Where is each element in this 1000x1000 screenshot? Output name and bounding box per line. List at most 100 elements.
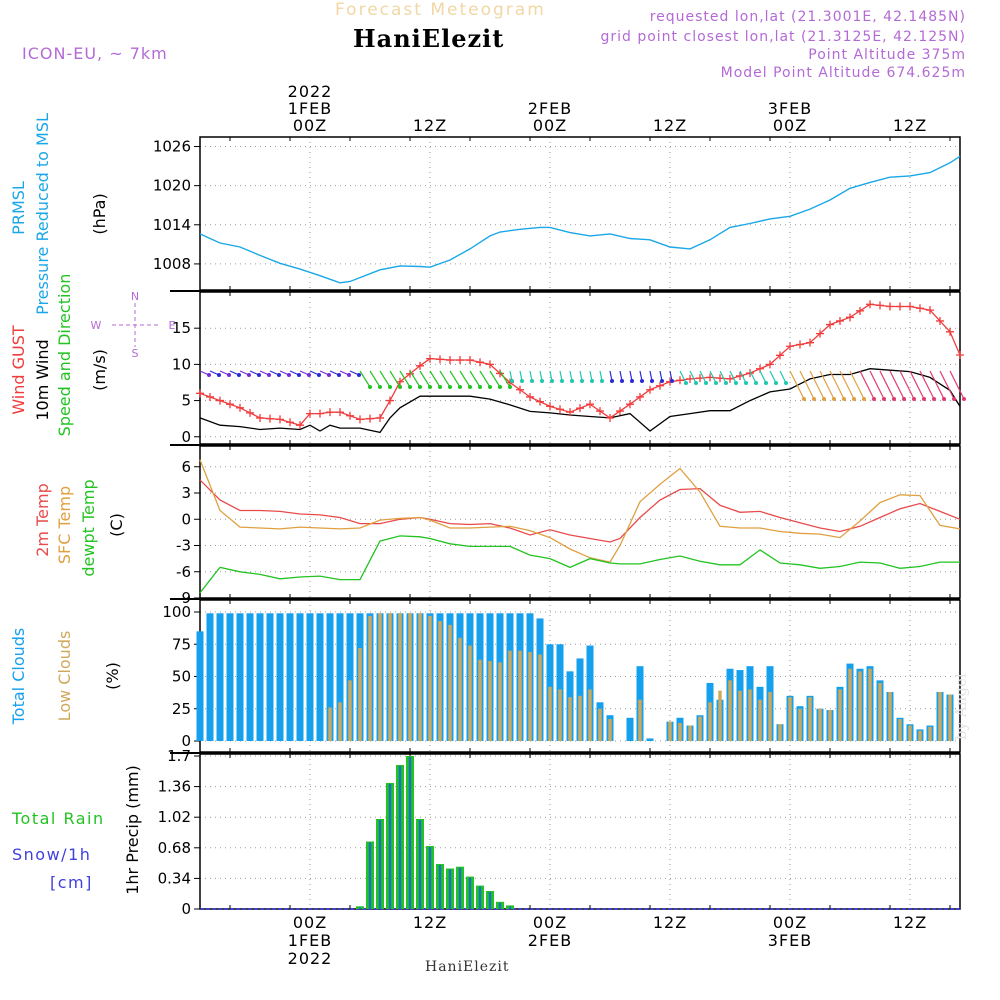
wind-speed-line — [199, 368, 961, 434]
low-cloud-bar — [418, 613, 422, 741]
wind-arrow-head — [510, 379, 514, 383]
wind-arrow-head — [357, 373, 361, 377]
low-cloud-bar — [848, 668, 852, 741]
low-cloud-bar — [518, 650, 522, 741]
temp-unit: (C) — [107, 513, 126, 537]
wind-arrow-head — [398, 385, 402, 389]
snow-label: Snow/1h — [12, 845, 91, 864]
wind-arrow-head — [942, 397, 946, 401]
wind-gust-label: Wind GUST — [9, 325, 28, 415]
low-cloud-bar — [748, 689, 752, 741]
wind-arrow-head — [852, 397, 856, 401]
temp-dewpt-line — [199, 535, 960, 594]
wind-arrow — [919, 370, 935, 400]
wind-arrow-head — [307, 373, 311, 377]
wind-arrow — [799, 370, 815, 400]
total-cloud-bar — [206, 613, 214, 741]
gust-marker — [566, 408, 574, 417]
wind-arrow — [379, 370, 391, 388]
wind-arrow-head — [902, 397, 906, 401]
bottom-time-label: 00Z — [773, 913, 807, 932]
compass-s: S — [132, 347, 139, 360]
total-cloud-bar — [256, 613, 264, 741]
low-cloud-bar — [868, 668, 872, 741]
gust-marker — [426, 354, 434, 363]
temp-sfc-line — [199, 459, 961, 563]
gust-marker — [336, 408, 344, 417]
wind-arrow-head — [862, 397, 866, 401]
bottom-time-label: 12Z — [653, 913, 687, 932]
wind-arrow-head — [922, 397, 926, 401]
low-clouds-label: Low Clouds — [55, 631, 74, 722]
total-cloud-bar — [336, 613, 344, 741]
gust-marker — [536, 397, 544, 406]
low-cloud-bar — [698, 716, 702, 741]
gust-marker — [646, 385, 654, 394]
wind-arrow — [369, 370, 381, 388]
footer-location: HaniElezit — [425, 959, 510, 975]
gust-marker — [746, 369, 754, 378]
gust-marker — [586, 400, 594, 409]
gust-marker — [346, 411, 354, 420]
total-cloud-bar — [646, 738, 654, 741]
wind-arrow-head — [784, 381, 788, 385]
wind-arrow — [449, 370, 461, 388]
top-time-label: 2FEB — [528, 99, 572, 118]
total-rain-label: Total Rain — [11, 809, 105, 828]
gust-marker — [456, 356, 464, 365]
wind-arrow — [729, 370, 737, 384]
y-tick-label: 50 — [172, 668, 191, 686]
gust-marker — [316, 409, 324, 418]
gust-marker — [436, 355, 444, 364]
low-cloud-bar — [668, 721, 672, 741]
wind-arrow-head — [764, 381, 768, 385]
wind-arrow-head — [347, 373, 351, 377]
total-cloud-bar — [276, 613, 284, 741]
wind-arrow — [679, 370, 687, 384]
wind-arrow-head — [337, 373, 341, 377]
panel-frame — [199, 753, 961, 910]
wind-arrow — [359, 370, 371, 388]
wind-arrow — [809, 370, 825, 400]
low-cloud-bar — [548, 686, 552, 741]
total-cloud-bar — [236, 613, 244, 741]
wind-arrow-head — [822, 397, 826, 401]
bottom-time-label: 00Z — [293, 913, 327, 932]
top-time-label: 12Z — [893, 116, 927, 135]
gust-marker — [616, 407, 624, 416]
gust-marker — [896, 302, 904, 311]
wind-arrow — [699, 370, 707, 384]
gust-marker — [516, 385, 524, 394]
low-cloud-bar — [738, 690, 742, 741]
wind-arrow — [899, 370, 915, 400]
wind-arrow-head — [468, 385, 472, 389]
wind-arrow — [829, 370, 845, 400]
wind-speed-dir-label: Speed and Direction — [55, 274, 74, 437]
gust-marker — [486, 360, 494, 369]
low-cloud-bar — [688, 725, 692, 741]
low-cloud-bar — [638, 699, 642, 741]
compass-e: E — [169, 319, 176, 332]
wind-arrow — [409, 370, 421, 388]
y-tick-label: 25 — [172, 700, 191, 718]
y-tick-label: 1020 — [153, 177, 191, 195]
gust-marker — [956, 350, 964, 359]
low-cloud-bar — [788, 697, 792, 741]
rain-bar-inner — [498, 902, 502, 909]
wind-arrow-head — [550, 379, 554, 383]
wind-arrow-head — [217, 373, 221, 377]
low-cloud-bar — [508, 650, 512, 741]
low-cloud-bar — [938, 691, 942, 741]
wind-arrow-head — [530, 379, 534, 383]
wind-arrow-head — [498, 385, 502, 389]
wind-arrow-head — [670, 379, 674, 383]
pressure-label-long: Pressure Reduced to MSL — [33, 113, 52, 315]
low-cloud-bar — [768, 691, 772, 741]
wind-arrow-head — [660, 379, 664, 383]
gust-marker — [276, 415, 284, 424]
gust-marker — [796, 340, 804, 349]
wind-arrow-head — [520, 379, 524, 383]
low-cloud-bar — [758, 699, 762, 741]
wind-arrow — [859, 370, 875, 400]
